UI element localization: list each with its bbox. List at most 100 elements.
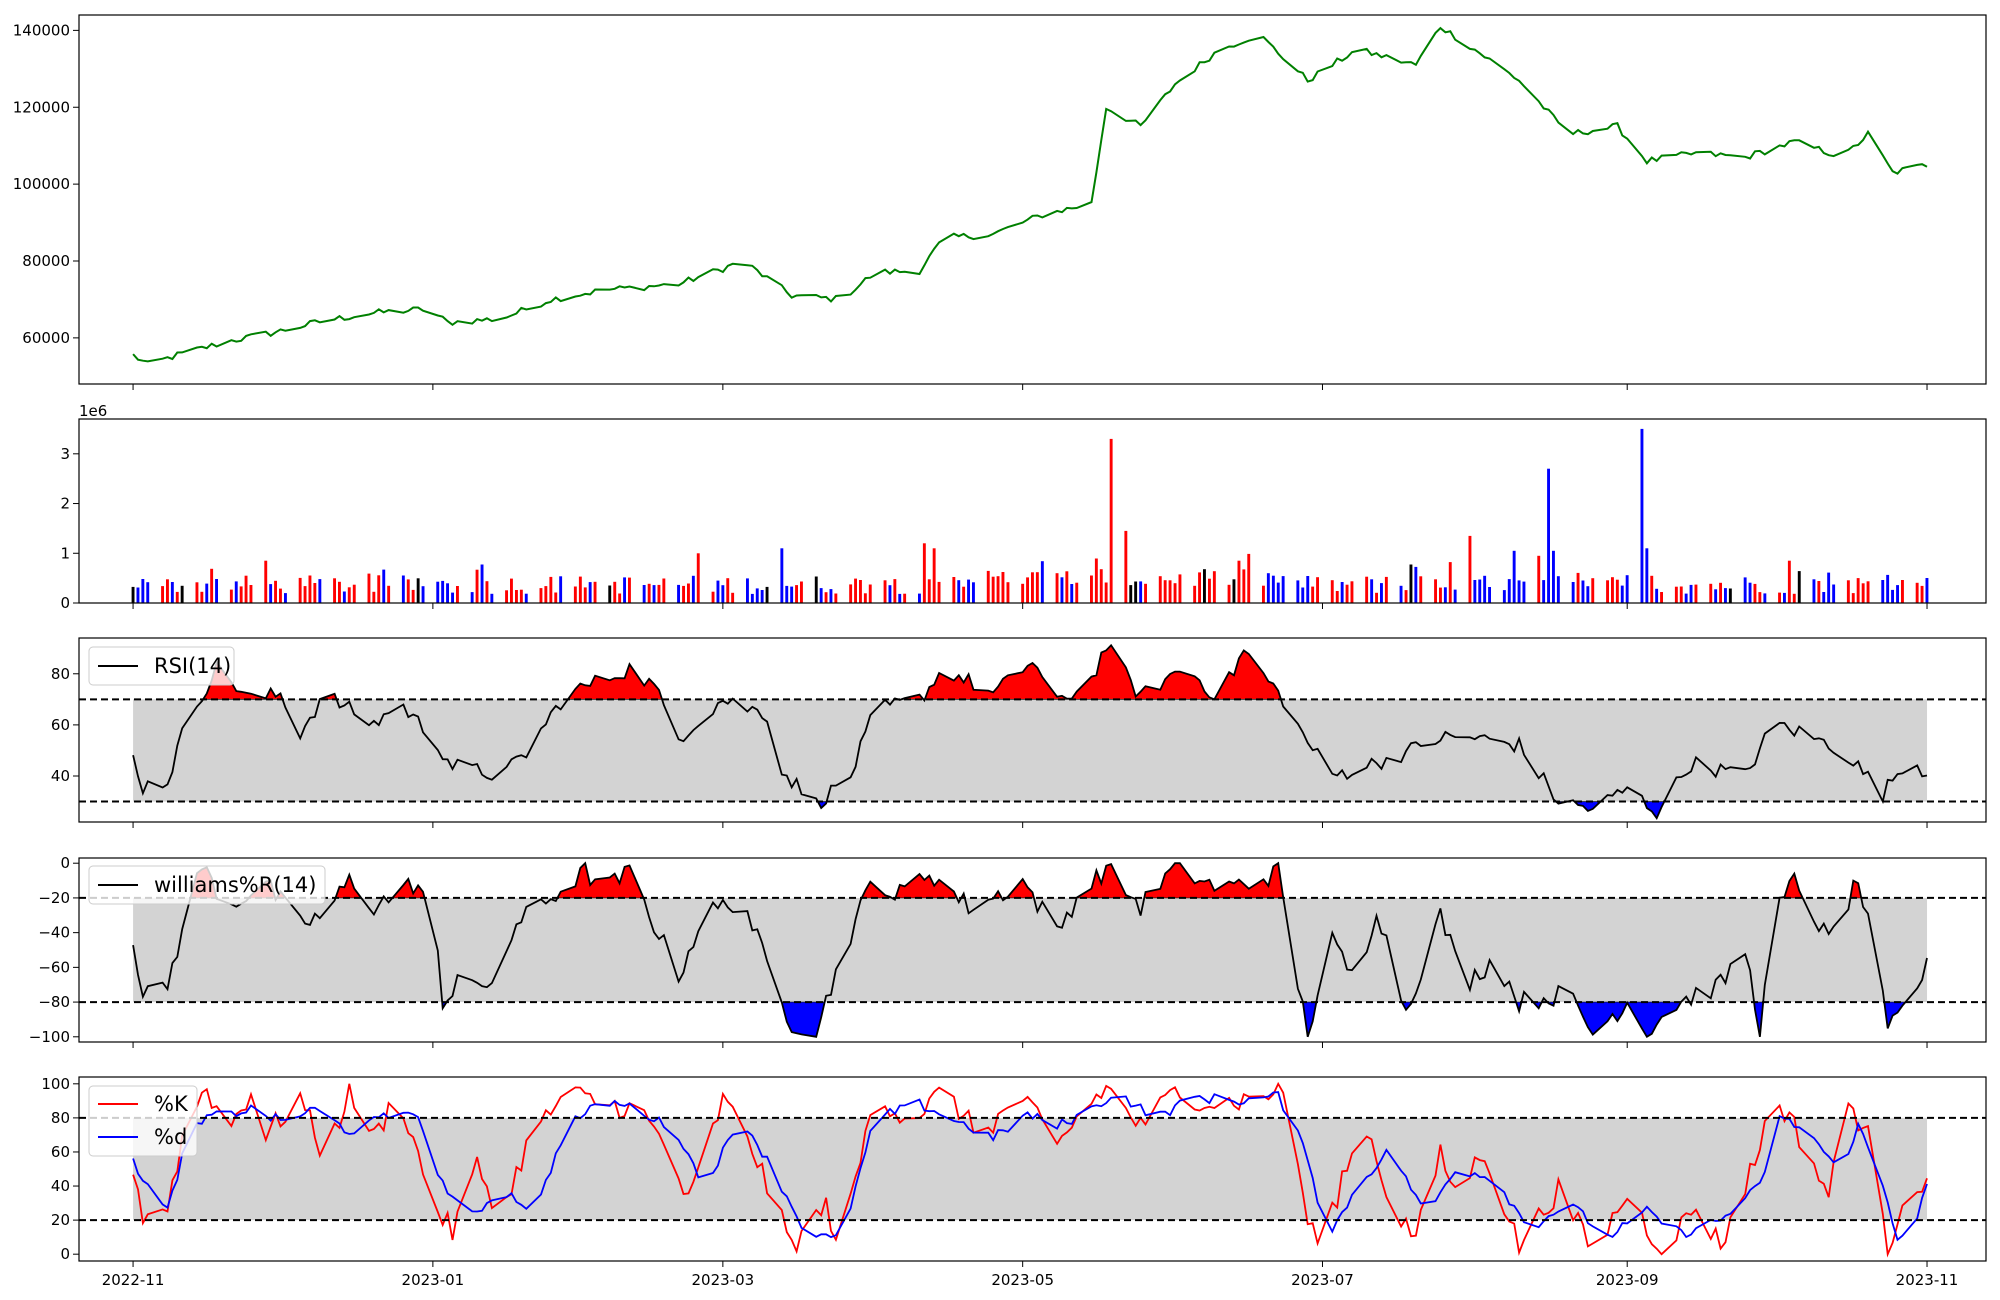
volume-bar (372, 591, 376, 603)
volume-bar (760, 590, 764, 603)
volume-bar (1846, 580, 1850, 603)
volume-bar (141, 579, 145, 603)
volume-bar (195, 582, 199, 603)
volume-bar (677, 584, 680, 603)
volume-bar (1173, 583, 1177, 603)
volume-bar (903, 593, 907, 603)
volume-bar (829, 589, 833, 603)
volume-bar (342, 591, 346, 603)
x-tick-label: 2023-05 (991, 1271, 1054, 1289)
volume-bar (1522, 581, 1526, 603)
volume-bar (578, 576, 582, 603)
volume-bar (411, 589, 415, 603)
price-ytick-label: 120000 (13, 98, 70, 116)
volume-bar (421, 586, 425, 603)
volume-bar (682, 585, 685, 603)
volume-bar (691, 575, 695, 603)
volume-bar (401, 575, 405, 603)
volume-bar (352, 584, 356, 603)
volume-bar (1311, 586, 1315, 603)
price-line (132, 26, 1928, 363)
volume-bar (1817, 581, 1821, 603)
rsi-neutral-band (133, 699, 1928, 802)
volume-bar (1124, 530, 1128, 603)
volume-bar (1925, 578, 1929, 603)
volume-bar (1075, 582, 1079, 603)
volume-bar (1198, 572, 1201, 603)
volume-bar (1237, 560, 1241, 603)
volume-bar (662, 578, 666, 603)
volume-bar (1276, 582, 1280, 603)
williams-ytick-label: −20 (38, 889, 70, 907)
volume-bar (1537, 555, 1541, 603)
volume-bar (1370, 579, 1374, 603)
volume-frame (78, 418, 1987, 604)
williams-ytick-label: −60 (38, 958, 70, 976)
volume-bar (583, 587, 587, 603)
volume-bar (1139, 581, 1143, 603)
rsi-legend-box (88, 646, 235, 686)
volume-bar (1232, 579, 1236, 603)
rsi-ytick-label: 40 (51, 767, 70, 785)
stochastic-ytick-label: 100 (41, 1075, 70, 1093)
rsi-line (132, 643, 1928, 821)
volume-bar (1571, 582, 1575, 603)
x-tick-label: 2023-01 (402, 1271, 465, 1289)
volume-bar (180, 585, 184, 603)
volume-bar (1758, 592, 1762, 603)
volume-bar (1763, 593, 1767, 603)
volume-bar (1158, 576, 1162, 603)
volume-bar (382, 569, 386, 603)
volume-bar (1611, 577, 1614, 603)
volume-bar (524, 593, 528, 603)
williams-legend-label: williams%R(14) (154, 873, 316, 897)
volume-bar (175, 591, 179, 603)
williams-line (132, 861, 1928, 1039)
volume-bar (765, 586, 769, 603)
volume-bar (244, 575, 248, 603)
price-frame (78, 14, 1987, 385)
x-tick-label: 2023-07 (1291, 1271, 1354, 1289)
volume-bar (1203, 569, 1206, 603)
volume-bar (972, 582, 975, 603)
volume-bar (1473, 580, 1477, 603)
volume-ytick-label: 0 (60, 594, 70, 612)
volume-bar (200, 591, 204, 603)
volume-bar (1787, 560, 1791, 603)
volume-panel: 1e6 0 1 2 3 (60, 402, 1987, 612)
volume-bar (1728, 588, 1732, 603)
volume-bar (559, 576, 563, 603)
price-ytick-label: 100000 (13, 175, 70, 193)
volume-bar (1247, 553, 1251, 603)
volume-bar (927, 579, 931, 603)
rsi-legend-label: RSI(14) (154, 654, 231, 678)
volume-bar (1719, 582, 1722, 603)
volume-bar (1453, 589, 1457, 603)
volume-bar (711, 591, 715, 603)
volume-bar (166, 579, 169, 603)
volume-bar (755, 588, 759, 603)
williams-ytick-label: −100 (29, 1028, 70, 1046)
williams-legend: williams%R(14) (88, 865, 326, 905)
volume-bar (485, 581, 489, 603)
volume-bar (1896, 585, 1899, 603)
volume-bar (1296, 580, 1300, 603)
volume-bar (814, 576, 818, 603)
volume-bar (308, 575, 312, 603)
volume-bar (996, 576, 1000, 603)
volume-bar (849, 584, 853, 603)
williams-ytick-label: −80 (38, 993, 70, 1011)
volume-bar (1586, 586, 1590, 603)
volume-bar (1606, 580, 1609, 603)
volume-bar (347, 587, 351, 603)
volume-bar (957, 580, 961, 603)
volume-bar (1419, 576, 1423, 603)
volume-bar (721, 585, 725, 603)
volume-bar (1861, 583, 1865, 603)
volume-bar (1350, 581, 1354, 603)
volume-bar (470, 592, 474, 603)
volume-bar (859, 580, 862, 603)
price-ytick-label: 80000 (22, 252, 70, 270)
volume-bar (1650, 575, 1654, 603)
volume-bar (613, 581, 617, 603)
